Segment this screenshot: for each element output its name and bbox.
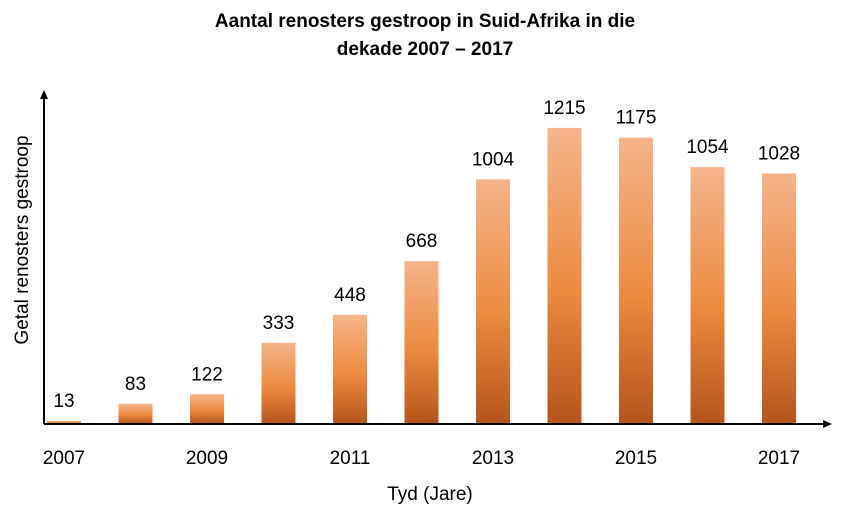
data-label-2010: 333 bbox=[263, 313, 295, 334]
y-axis-label: Getal renosters gestroop bbox=[12, 135, 33, 344]
bar-2016 bbox=[690, 167, 725, 424]
bar-2009 bbox=[190, 394, 224, 424]
x-axis-label: Tyd (Jare) bbox=[387, 484, 473, 505]
data-label-2011: 448 bbox=[334, 285, 366, 306]
bar-2011 bbox=[333, 314, 367, 424]
chart-title-line-2: dekade 2007 – 2017 bbox=[336, 39, 514, 60]
bar-2013 bbox=[476, 179, 510, 424]
bars-group bbox=[47, 127, 796, 425]
x-tick-label-2009: 2009 bbox=[186, 448, 228, 469]
data-label-2016: 1054 bbox=[686, 137, 729, 158]
bar-2015 bbox=[619, 137, 653, 425]
bar-2017 bbox=[762, 173, 796, 424]
data-label-2014: 1215 bbox=[543, 98, 585, 119]
x-tick-label-2013: 2013 bbox=[472, 448, 514, 469]
data-label-2013: 1004 bbox=[472, 149, 515, 170]
x-tick-label-2015: 2015 bbox=[615, 448, 657, 469]
bar-2012 bbox=[404, 261, 439, 424]
bar-2007 bbox=[47, 420, 81, 424]
data-label-2009: 122 bbox=[191, 364, 223, 385]
x-tick-label-2011: 2011 bbox=[330, 448, 371, 469]
chart-title-line-1: Aantal renosters gestroop in Suid-Afrika… bbox=[214, 11, 636, 32]
x-tick-label-2007: 2007 bbox=[43, 448, 85, 469]
x-tick-label-2017: 2017 bbox=[758, 448, 800, 469]
data-labels-group: 13 83 122 333 448 668 1004 1215 1175 1054 1028 bbox=[53, 98, 800, 412]
data-label-2017: 1028 bbox=[758, 143, 800, 164]
bar-2014 bbox=[547, 127, 582, 425]
data-label-2012: 668 bbox=[406, 231, 438, 252]
x-tick-labels-group: 2007 2009 2011 2013 2015 2017 bbox=[43, 448, 800, 469]
chart-title: Aantal renosters gestroop in Suid-Afrika… bbox=[0, 8, 850, 64]
data-label-2008: 83 bbox=[125, 374, 146, 395]
data-label-2007: 13 bbox=[53, 391, 74, 412]
bar-2010 bbox=[261, 342, 296, 424]
bar-2008 bbox=[118, 403, 153, 424]
data-label-2015: 1175 bbox=[616, 108, 657, 129]
